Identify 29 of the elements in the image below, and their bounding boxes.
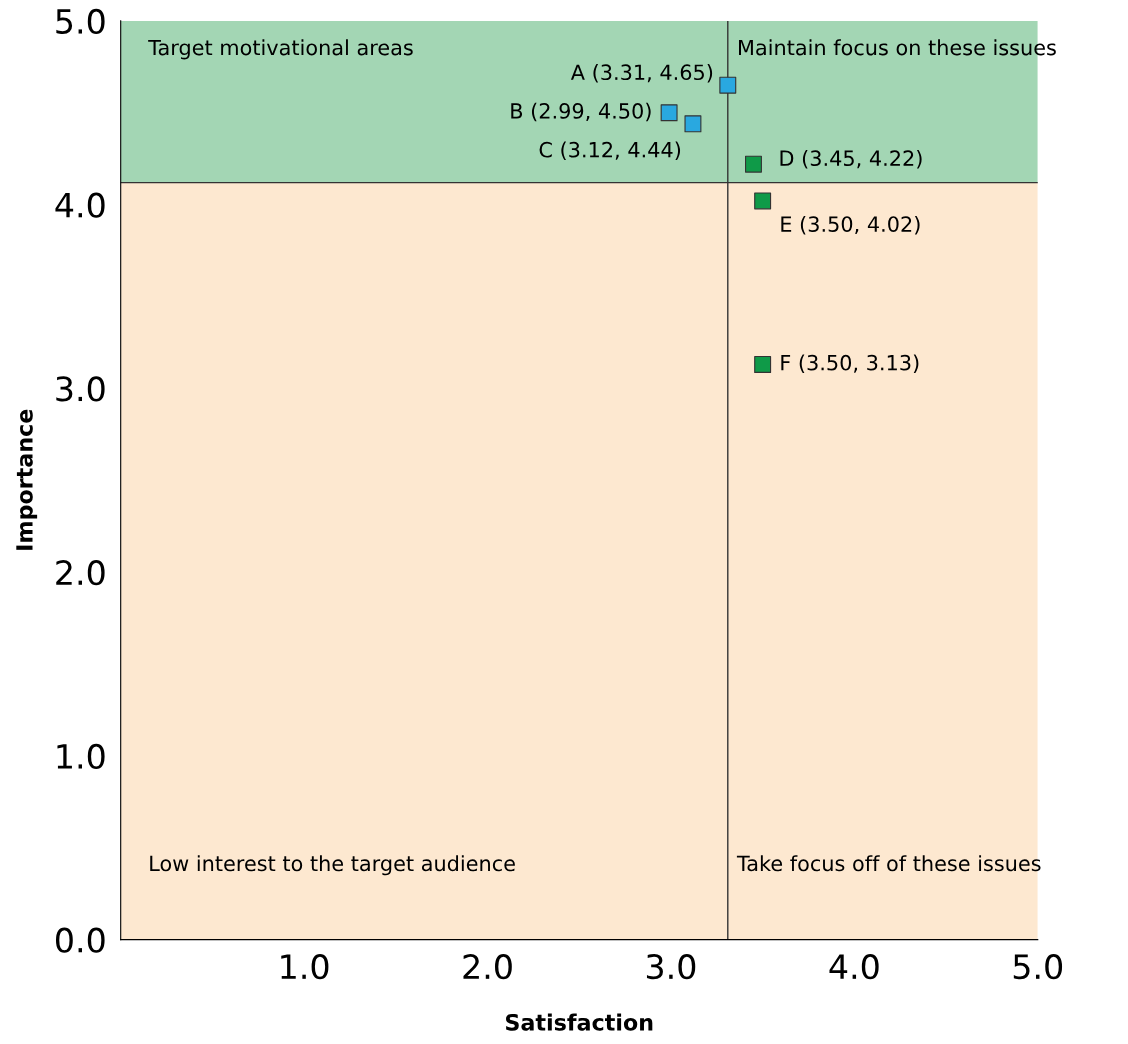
y-tick-label: 5.0 [56, 8, 105, 35]
data-label: C (3.12, 4.44) [539, 141, 681, 161]
data-label: F (3.50, 3.13) [781, 354, 919, 373]
y-tick-label: 2.0 [56, 560, 105, 586]
y-tick-label: 3.0 [56, 376, 105, 402]
point [719, 76, 737, 94]
annotation: Take focus off of these issues [736, 855, 1041, 872]
x-axis-title: Satisfaction [506, 1013, 653, 1031]
point [754, 192, 772, 210]
x-tick-label: 1.0 [281, 954, 329, 980]
data-label: D (3.45, 4.22) [780, 149, 922, 169]
y-axis-title: Importance [16, 409, 38, 550]
annotation: Target motivational areas [148, 39, 413, 60]
point [684, 115, 702, 133]
data-label: A (3.31, 4.65) [570, 64, 713, 83]
point [744, 155, 762, 173]
x-tick-label: 3.0 [646, 954, 696, 980]
y-tick-label: 4.0 [55, 192, 105, 218]
point [754, 356, 772, 373]
y-tick-label: 1.0 [57, 743, 105, 769]
annotation: Maintain focus on these issues [739, 39, 1056, 56]
x-tick-label: 4.0 [829, 954, 879, 980]
data-label: B (2.99, 4.50) [511, 102, 651, 122]
x-tick-label: 5.0 [1013, 954, 1063, 980]
data-label: E (3.50, 4.02) [781, 215, 920, 235]
x-tick-label: 2.0 [463, 954, 512, 980]
annotation: Low interest to the target audience [150, 855, 515, 876]
point [660, 104, 678, 122]
y-tick-label: 0.0 [55, 927, 105, 953]
